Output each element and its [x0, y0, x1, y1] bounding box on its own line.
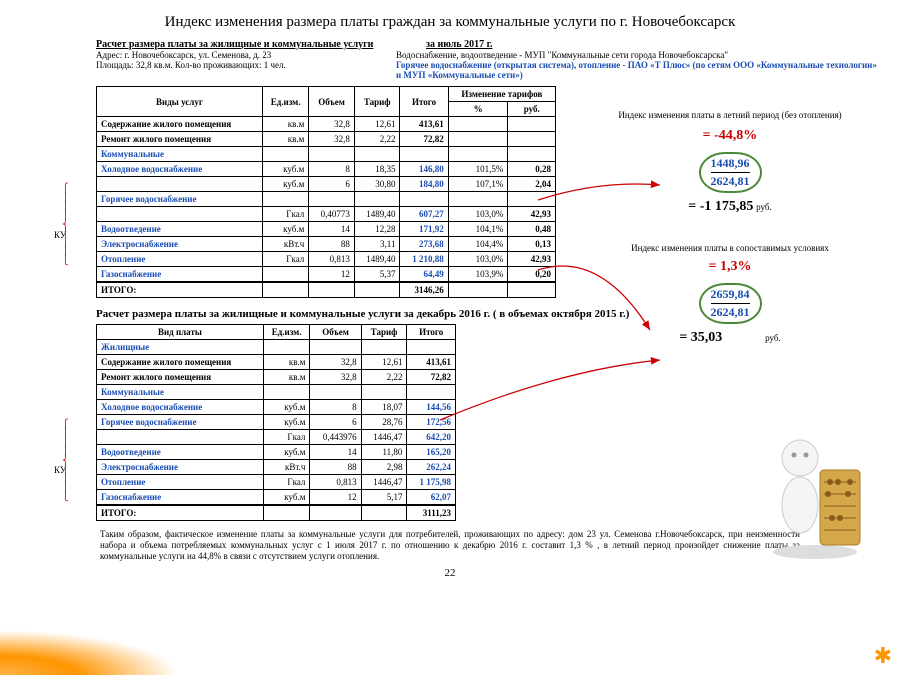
decoration-glow	[0, 630, 180, 675]
idx1-result: = -1 175,85	[688, 199, 753, 214]
figure-icon	[760, 430, 870, 560]
table-dec-2016: Вид платыЕд.изм.ОбъемТарифИтого Жилищные…	[96, 324, 456, 521]
idx2-title: Индекс изменения платы в сопоставимых ус…	[580, 243, 880, 253]
supplier1: Водоснабжение, водоотведение - МУП "Комм…	[396, 50, 880, 60]
footnote: Таким образом, фактическое изменение пла…	[100, 529, 800, 561]
idx2-fraction: 2659,84 2624,81	[699, 283, 762, 324]
address: Адрес: г. Новочебоксарск, ул. Семенова, …	[96, 50, 396, 60]
table-july-2017: Виды услугЕд.изм.ОбъемТарифИтогоИзменени…	[96, 86, 556, 298]
page-title: Индекс изменения размера платы граждан з…	[20, 14, 880, 31]
calc1-title: Расчет размера платы за жилищные и комму…	[96, 39, 373, 50]
idx2-pct: = 1,3%	[709, 259, 752, 274]
idx2-result: = 35,03	[679, 330, 722, 345]
idx1-title: Индекс изменения платы в летний период (…	[580, 110, 880, 120]
area: Площадь: 32,8 кв.м. Кол-во проживающих: …	[96, 60, 396, 70]
idx1-fraction: 1448,96 2624,81	[699, 152, 762, 193]
decoration-flower-icon: ✱	[874, 643, 892, 669]
supplier2: Горячее водоснабжение (открытая система)…	[396, 60, 880, 80]
idx1-pct: = -44,8%	[703, 128, 758, 143]
period1: за июль 2017 г.	[426, 39, 880, 50]
page-number: 22	[20, 567, 880, 579]
